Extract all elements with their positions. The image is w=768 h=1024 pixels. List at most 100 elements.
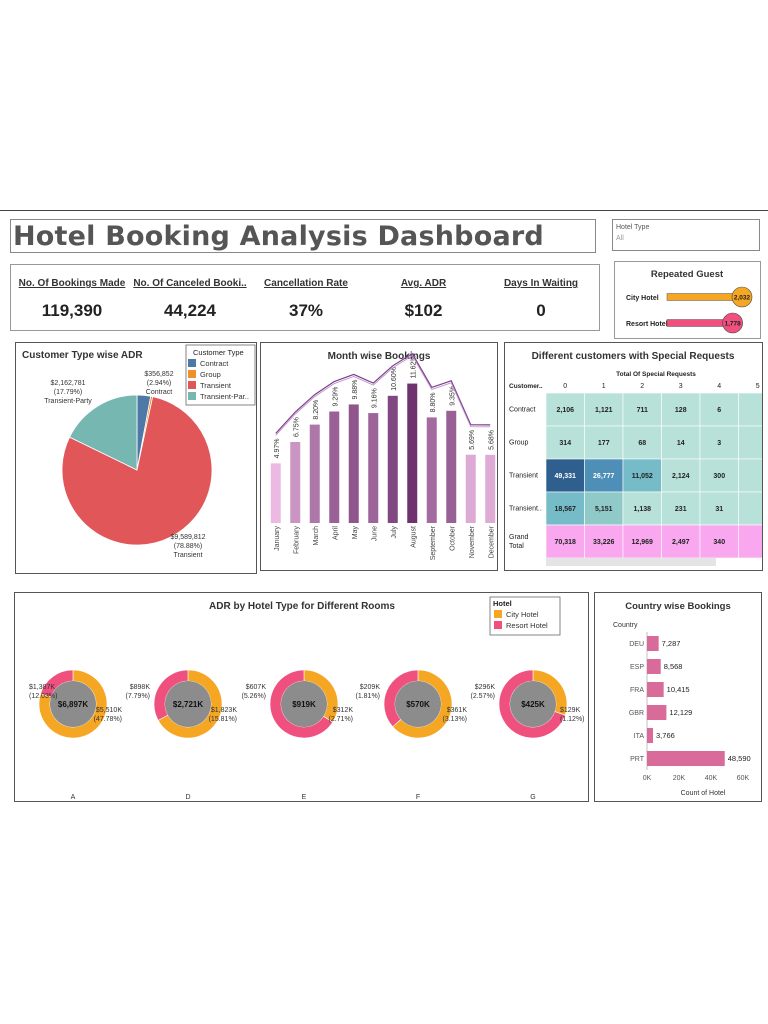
axis-label: Country [613,622,638,629]
repeated-guest-chart: Repeated Guest City Hotel 2,032 Resort Hote… [626,269,753,334]
tick-label: ESP [630,664,644,671]
column-label: 4 [717,383,721,390]
chart-title: ADR by Hotel Type for Different Rooms [209,601,395,612]
data-label: 8.80% [430,393,437,413]
filter-value[interactable]: All [616,235,624,242]
cell-value: 68 [638,440,646,447]
month-bar [446,410,457,523]
segment-annotation: $296K [475,684,496,691]
column-label: 2 [640,383,644,390]
slice-annotation: $356,852 [144,371,173,378]
segment-annotation: (3.13%) [442,716,467,723]
legend-title: Customer Type [193,348,244,357]
cell-value: 70,318 [555,539,577,546]
donut-total: $919K [292,700,316,709]
segment-annotation: (15.81%) [209,716,237,723]
data-label: 48,590 [728,754,751,763]
row-header: Customer.. [509,383,543,390]
slice-annotation: Contract [146,389,173,396]
cell-value: 2,106 [556,407,574,414]
heatmap-cell [699,524,739,559]
heatmap-cell [545,425,585,460]
cell-value: 128 [675,407,687,414]
hotel-type-filter[interactable]: Hotel Type All [612,219,760,251]
adr-rooms-panel: ADR by Hotel Type for Different Rooms Hot… [14,592,589,802]
country-bar [647,636,659,651]
data-label: 5.68% [488,430,495,450]
tick-label: December [488,525,495,558]
segment-annotation: (2.71%) [328,716,353,723]
category-label: City Hotel [626,295,659,302]
month-bar [426,417,437,523]
legend-label: Transient-Par.. [200,392,249,401]
country-bar [647,659,661,674]
data-label: 9.29% [332,387,339,407]
country-bookings-chart: Country wise Bookings Country DEU 7,287 ESP 8… [613,601,751,797]
data-label: 8.20% [313,400,320,420]
heatmap-cell [545,524,585,559]
trend-line-shadow [275,354,491,436]
data-label: 2,032 [734,295,751,302]
column-label: 5 [756,383,760,390]
segment-annotation: (1.12%) [560,716,585,723]
filter-label: Hotel Type [616,224,650,231]
kpi-value: 119,390 [41,301,103,320]
data-label: 9.88% [352,380,359,400]
donut-center [281,681,327,727]
tick-label: 60K [737,775,750,782]
tick-label: 0K [643,775,652,782]
legend-label: Resort Hotel [506,621,548,630]
legend-label: Group [200,370,221,379]
tick-label: March [313,526,320,546]
kpi-label: Avg. ADR [400,278,447,289]
tick-label: GBR [629,710,644,717]
adr-rooms-chart: ADR by Hotel Type for Different Rooms Hot… [29,596,585,801]
heatmap-cell [661,392,701,427]
segment-annotation: (1.81%) [355,693,380,700]
heatmap-cell [545,458,585,493]
segment-annotation: $898K [130,684,151,691]
slice-annotation: (17.79%) [54,389,82,396]
month-bar [290,442,301,523]
heatmap-cell [738,425,762,460]
heatmap-cell [622,458,662,493]
column-label: 1 [602,383,606,390]
tick-label: August [410,526,417,548]
cell-value: 31 [715,506,723,513]
cell-value: 14 [677,440,685,447]
heatmap-cell [622,425,662,460]
month-bar [329,411,340,523]
kpi-value: 37% [288,301,324,320]
tick-label: May [352,526,359,540]
cell-value: 11,052 [632,473,653,480]
segment-annotation: (7.79%) [125,693,150,700]
heatmap-cell [584,458,624,493]
cell-value: 33,226 [593,539,615,546]
axis-label: Count of Hotel [681,790,726,797]
tick-label: September [430,525,437,560]
column-label: 0 [563,383,567,390]
data-label: 6.75% [293,417,300,437]
tick-label: July [391,526,398,539]
chart-title: Different customers with Special Request… [532,351,735,362]
tick-label: November [469,525,476,558]
heatmap-cell [699,392,739,427]
segment-annotation: (2.57%) [470,693,495,700]
kpi-canceled: No. Of Canceled Booki.. 44,224 [131,265,249,330]
column-label: 3 [679,383,683,390]
data-label: 5.69% [469,430,476,450]
customer-adr-panel: Customer Type wise ADR $356,852 (2.94%) Con… [15,342,257,574]
data-label: 12,129 [669,708,692,717]
row-label: Total [509,543,524,550]
cell-value: 711 [637,407,648,414]
cell-value: 5,151 [595,506,613,513]
country-bar [647,728,654,743]
data-label: 9.35% [449,386,456,406]
slice-annotation: $9,589,812 [170,534,205,541]
cell-value: 231 [675,506,687,513]
slice-annotation: (2.94%) [147,380,172,387]
cell-value: 300 [713,473,725,480]
chart-title: Month wise Bookings [328,351,431,362]
legend-title: Hotel [493,599,512,608]
legend-swatch [494,621,502,629]
